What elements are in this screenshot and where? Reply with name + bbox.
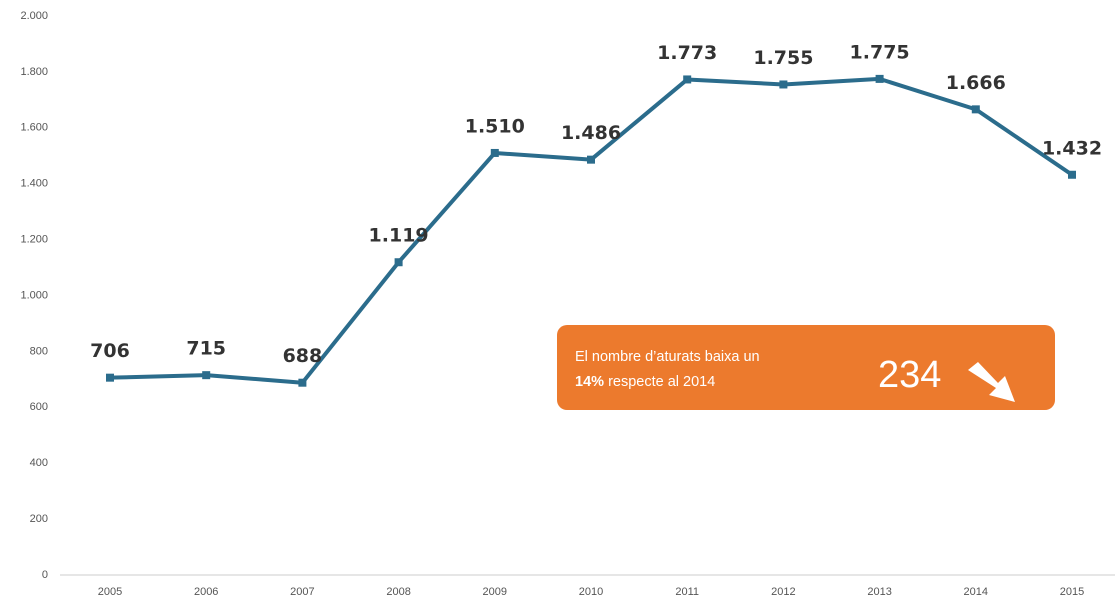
annotation-value: 234 xyxy=(878,354,941,396)
value-label: 1.775 xyxy=(850,41,910,63)
y-tick-label: 800 xyxy=(30,345,48,357)
x-tick-label: 2005 xyxy=(98,586,122,598)
point-marker xyxy=(587,155,595,164)
value-label: 1.666 xyxy=(946,72,1006,94)
y-tick-label: 1.800 xyxy=(20,66,48,78)
point-marker xyxy=(106,373,114,382)
x-tick-label: 2008 xyxy=(386,586,410,598)
value-label: 706 xyxy=(90,340,130,362)
annotation-line2: 14% respecte al 2014 xyxy=(575,374,715,390)
y-tick-label: 1.200 xyxy=(20,234,48,246)
y-tick-label: 2.000 xyxy=(20,10,48,22)
y-tick-label: 0 xyxy=(42,569,48,581)
y-tick-label: 1.400 xyxy=(20,178,48,190)
x-tick-label: 2014 xyxy=(964,586,988,598)
y-tick-label: 400 xyxy=(30,457,48,469)
x-tick-label: 2012 xyxy=(771,586,795,598)
point-marker xyxy=(683,75,692,84)
point-marker xyxy=(875,74,884,83)
annotation-background xyxy=(557,325,1055,410)
annotation-bold: 14% xyxy=(575,374,604,390)
down-arrow xyxy=(968,362,1015,402)
annotation-rest: respecte al 2014 xyxy=(608,374,715,390)
annotation-box: El nombre d’aturats baixa un 14% respect… xyxy=(557,325,1055,410)
point-marker xyxy=(971,105,980,114)
point-marker xyxy=(490,148,499,157)
point-marker xyxy=(1068,170,1076,179)
point-marker xyxy=(394,258,403,267)
value-label: 1.486 xyxy=(561,122,621,144)
plot: 0 200 400 600 800 1.000 1.200 1.400 1.600 1.800 2.… xyxy=(20,10,1115,598)
point-marker xyxy=(779,80,788,89)
value-label: 1.432 xyxy=(1042,137,1102,159)
y-tick-label: 1.000 xyxy=(20,289,48,301)
annotation-line1: El nombre d’aturats baixa un xyxy=(575,349,760,365)
y-tick-label: 200 xyxy=(30,513,48,525)
x-tick-label: 2013 xyxy=(867,586,891,598)
point-marker xyxy=(202,371,211,380)
x-tick-label: 2010 xyxy=(579,586,603,598)
x-tick-label: 2007 xyxy=(290,586,314,598)
value-label: 1.755 xyxy=(753,47,813,69)
x-tick-label: 2011 xyxy=(675,586,699,598)
y-tick-label: 1.600 xyxy=(20,122,48,134)
value-label: 688 xyxy=(283,345,323,367)
value-label: 1.510 xyxy=(465,115,525,137)
x-tick-label: 2009 xyxy=(483,586,507,598)
y-tick-label: 600 xyxy=(30,401,48,413)
value-label: 1.773 xyxy=(657,42,717,64)
value-label: 715 xyxy=(186,338,226,360)
point-marker xyxy=(298,378,307,387)
x-tick-label: 2006 xyxy=(194,586,218,598)
x-tick-label: 2015 xyxy=(1060,586,1084,598)
value-label: 1.119 xyxy=(369,225,429,247)
